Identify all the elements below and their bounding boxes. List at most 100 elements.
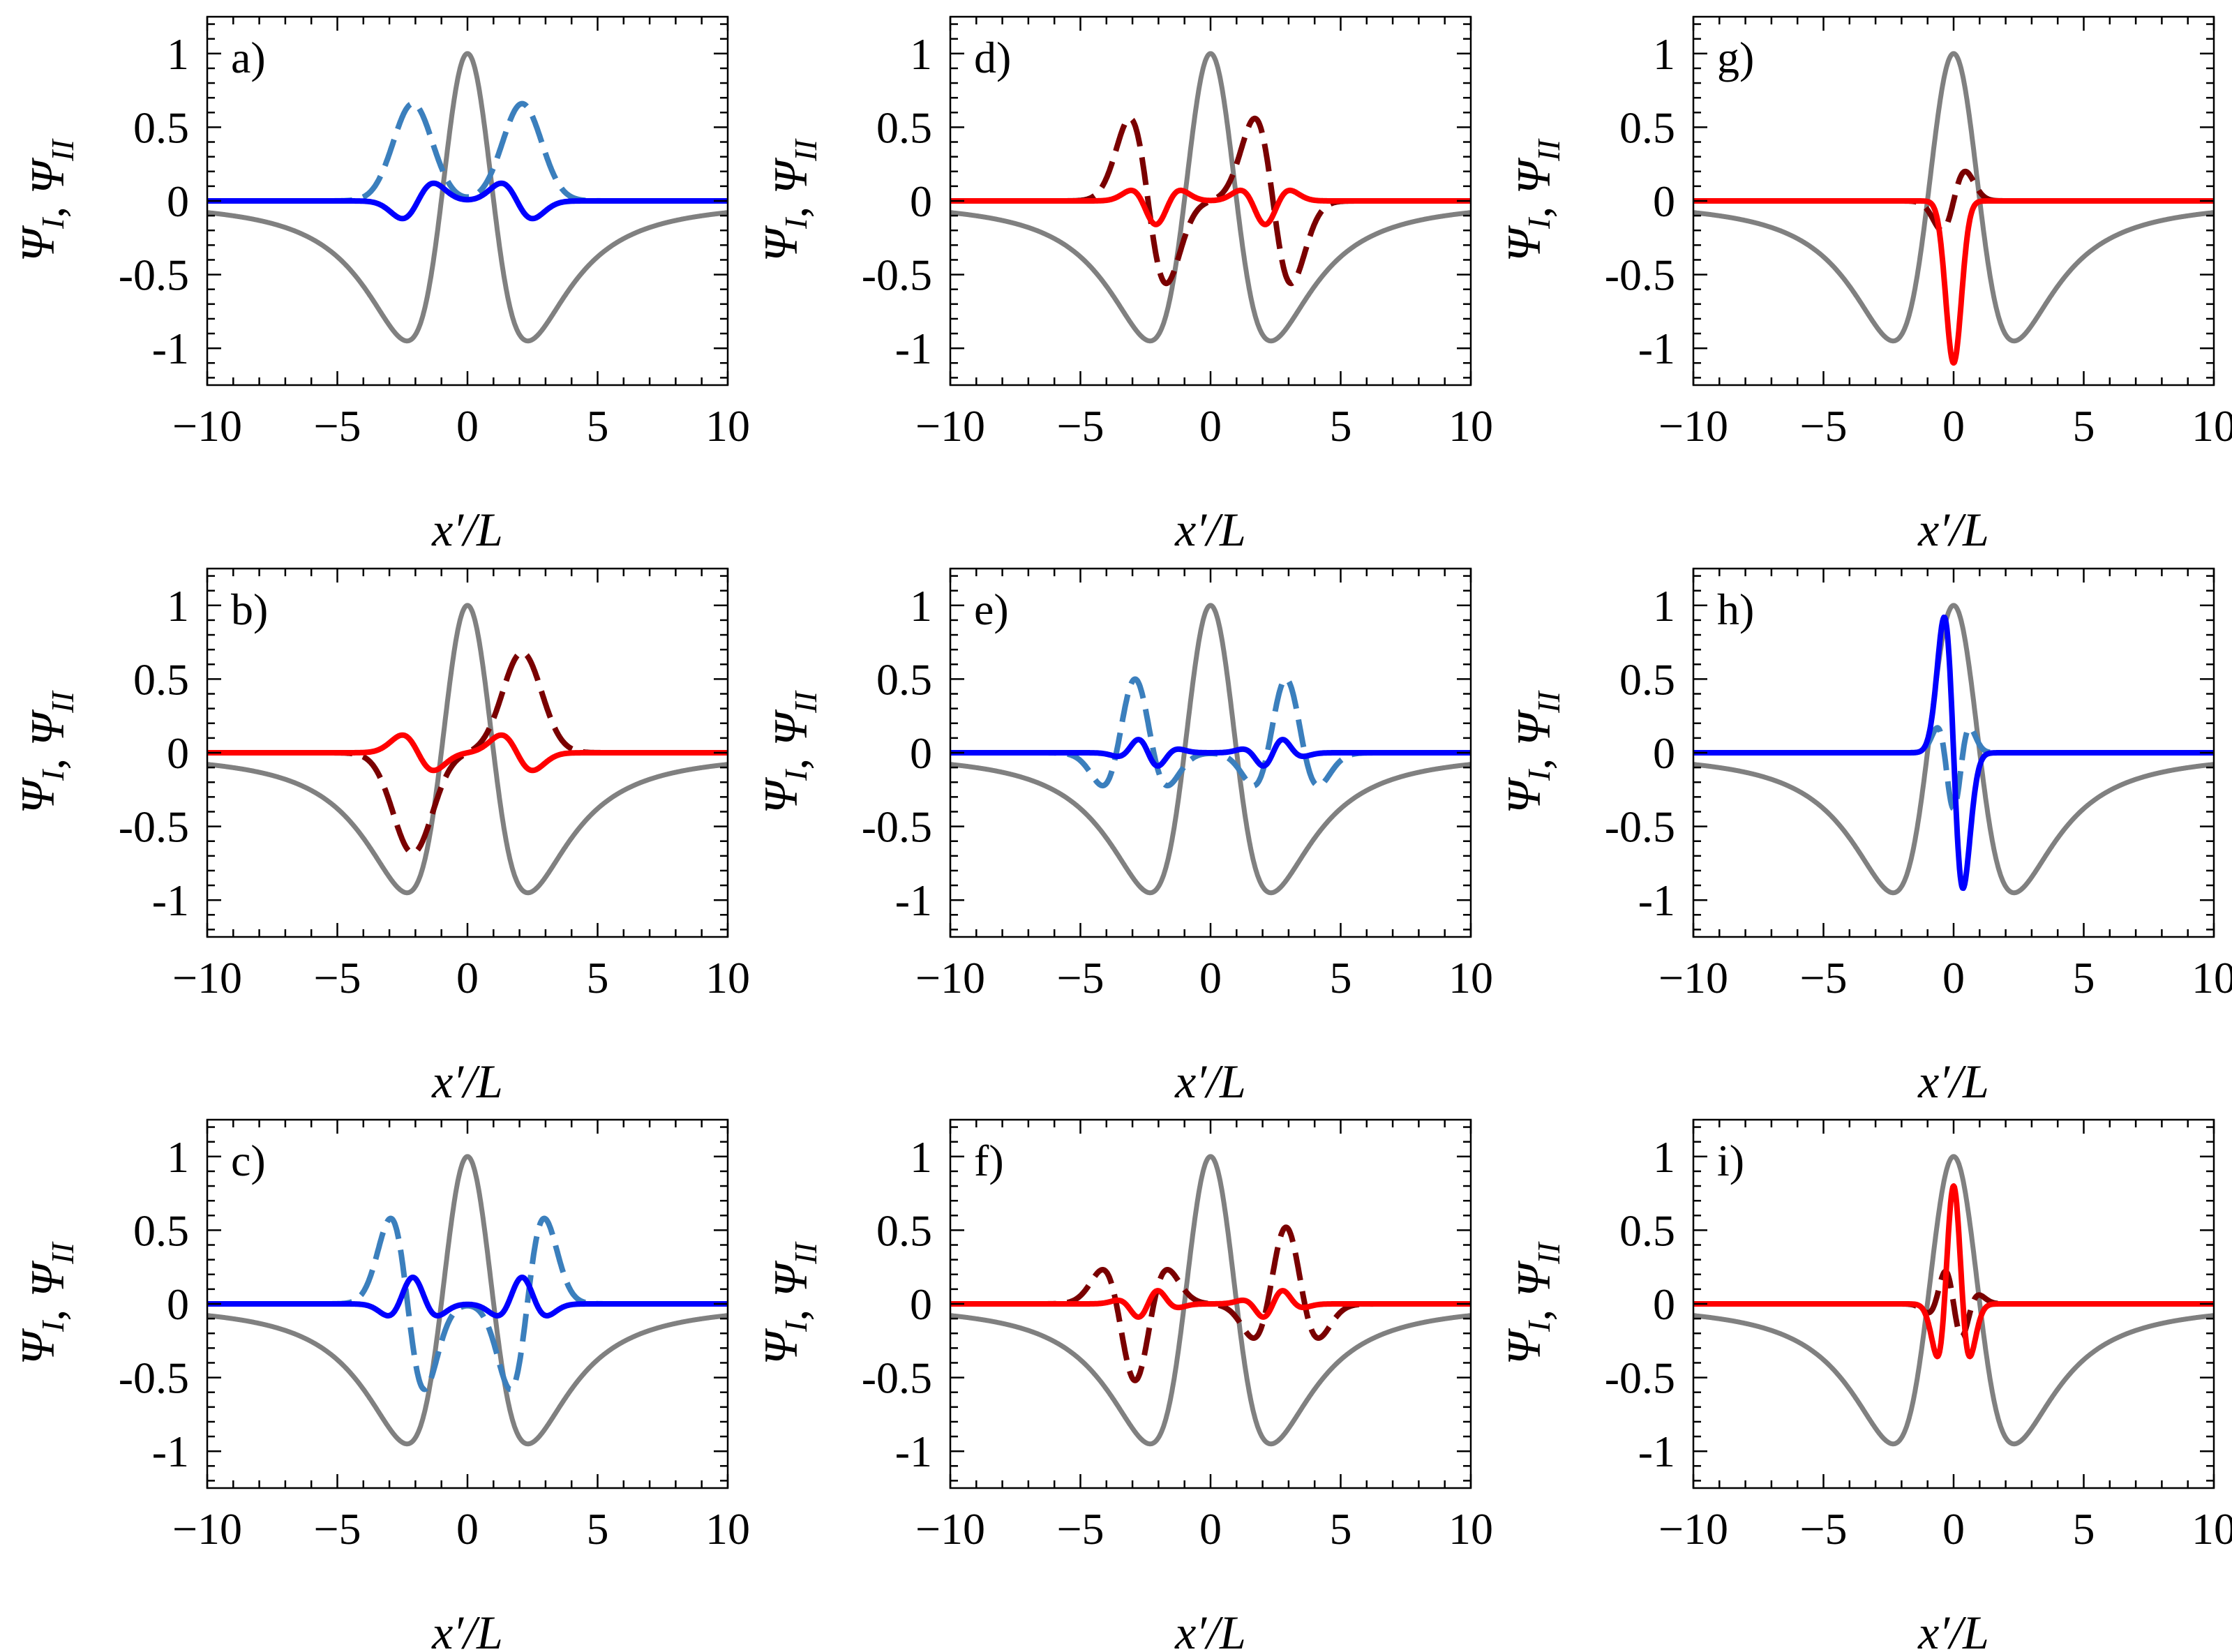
x-tick-label: −10 xyxy=(172,1504,242,1554)
panel-label: e) xyxy=(974,585,1009,634)
panel-b: −10 −5 0 5 10 1 0.5 0 -0.5 -1 b) x′/L ΨI, ΨII xyxy=(11,567,750,1108)
y-axis-label: ΨI, ΨII xyxy=(1497,1241,1566,1365)
panel-a: −10 −5 0 5 10 1 0.5 0 -0.5 -1 a) x′/L ΨI, ΨII xyxy=(11,15,750,556)
x-tick-label: −5 xyxy=(313,401,361,451)
x-tick-label: 10 xyxy=(705,1504,750,1554)
x-tick-label: 5 xyxy=(587,953,609,1003)
y-tick-label: 1 xyxy=(910,29,932,79)
x-tick-label: −5 xyxy=(313,953,361,1003)
x-tick-label: 0 xyxy=(1942,1504,1965,1554)
series-psi-ii-line xyxy=(950,676,1471,789)
y-tick-label: -1 xyxy=(152,324,189,373)
y-tick-label: -0.5 xyxy=(119,250,189,300)
y-axis-label: ΨI, ΨII xyxy=(11,1241,80,1365)
y-tick-label: -0.5 xyxy=(119,1353,189,1403)
panel-label: i) xyxy=(1717,1136,1744,1185)
y-tick-label: 0.5 xyxy=(1619,1206,1675,1255)
series-potential-line xyxy=(207,51,728,344)
y-tick-label: 0 xyxy=(167,177,189,226)
y-tick-label: 0 xyxy=(167,1279,189,1329)
y-tick-label: 0.5 xyxy=(1619,654,1675,704)
x-tick-label: 10 xyxy=(1448,401,1493,451)
y-tick-label: -0.5 xyxy=(119,802,189,852)
x-tick-label: −5 xyxy=(1799,401,1847,451)
y-tick-label: -1 xyxy=(895,324,932,373)
x-tick-label: −10 xyxy=(1658,1504,1728,1554)
y-tick-label: -1 xyxy=(1638,876,1675,925)
x-axis-label: x′/L xyxy=(1174,503,1246,556)
y-axis-label: ΨI, ΨII xyxy=(754,138,823,262)
y-tick-label: 0.5 xyxy=(133,654,189,704)
y-tick-label: 0.5 xyxy=(133,1206,189,1255)
y-tick-label: -1 xyxy=(152,876,189,925)
series-potential-line xyxy=(1693,51,2214,344)
x-tick-label: 5 xyxy=(1330,401,1352,451)
y-axis-label: ΨI, ΨII xyxy=(11,138,80,262)
series-potential-line xyxy=(1693,1154,2214,1447)
x-tick-label: 10 xyxy=(2192,1504,2232,1554)
y-tick-label: 0 xyxy=(1653,177,1675,226)
series-potential-line xyxy=(950,51,1471,344)
y-tick-label: -0.5 xyxy=(862,1353,932,1403)
y-tick-label: 0 xyxy=(1653,728,1675,778)
series-group xyxy=(950,603,1471,896)
series-psi-ii-line xyxy=(207,100,728,204)
y-tick-label: 0 xyxy=(167,728,189,778)
y-tick-label: 1 xyxy=(167,581,189,631)
panel-f: −10 −5 0 5 10 1 0.5 0 -0.5 -1 f) x′/L ΨI, ΨII xyxy=(754,1118,1493,1652)
x-tick-label: 0 xyxy=(456,953,479,1003)
y-axis-label: ΨI, ΨII xyxy=(754,1241,823,1365)
x-axis-label: x′/L xyxy=(431,503,503,556)
x-tick-label: 10 xyxy=(1448,953,1493,1003)
y-tick-label: 1 xyxy=(910,581,932,631)
series-psi-i-line xyxy=(1693,198,2214,366)
series-group xyxy=(1693,1154,2214,1447)
x-tick-label: −10 xyxy=(915,1504,985,1554)
y-tick-label: 1 xyxy=(1653,29,1675,79)
x-tick-label: 5 xyxy=(2073,401,2095,451)
x-tick-label: −5 xyxy=(1056,953,1104,1003)
x-axis-label: x′/L xyxy=(1917,1055,1989,1108)
x-tick-label: 0 xyxy=(1199,1504,1222,1554)
y-tick-label: -0.5 xyxy=(862,802,932,852)
series-psi-i-line xyxy=(1693,1183,2214,1360)
panel-e: −10 −5 0 5 10 1 0.5 0 -0.5 -1 e) x′/L ΨI, ΨII xyxy=(754,567,1493,1108)
y-tick-label: 0.5 xyxy=(876,103,932,152)
y-axis-label: ΨI, ΨII xyxy=(11,690,80,814)
y-tick-label: 0.5 xyxy=(1619,103,1675,152)
panel-label: a) xyxy=(231,33,266,82)
y-tick-label: -0.5 xyxy=(1605,250,1675,300)
series-group xyxy=(207,1154,728,1447)
x-tick-label: 10 xyxy=(2192,401,2232,451)
panel-label: f) xyxy=(974,1136,1004,1185)
panel-h: −10 −5 0 5 10 1 0.5 0 -0.5 -1 h) x′/L ΨI, ΨII xyxy=(1497,567,2232,1108)
x-axis-label: x′/L xyxy=(1174,1606,1246,1652)
x-tick-label: 5 xyxy=(1330,1504,1352,1554)
y-tick-label: 0.5 xyxy=(876,1206,932,1255)
x-tick-label: 10 xyxy=(705,953,750,1003)
y-tick-label: 0 xyxy=(910,728,932,778)
y-tick-label: 1 xyxy=(910,1132,932,1182)
panel-label: g) xyxy=(1717,33,1754,82)
y-tick-label: -0.5 xyxy=(1605,1353,1675,1403)
series-group xyxy=(207,603,728,896)
y-axis-label: ΨI, ΨII xyxy=(1497,138,1566,262)
y-tick-label: 1 xyxy=(167,29,189,79)
panel-d: −10 −5 0 5 10 1 0.5 0 -0.5 -1 d) x′/L ΨI, ΨII xyxy=(754,15,1493,556)
series-psi-i-line xyxy=(950,737,1471,769)
series-potential-line xyxy=(950,603,1471,896)
x-tick-label: −10 xyxy=(1658,401,1728,451)
panel-c: −10 −5 0 5 10 1 0.5 0 -0.5 -1 c) x′/L ΨI, ΨII xyxy=(11,1118,750,1652)
series-potential-line xyxy=(1693,603,2214,896)
y-axis-label: ΨI, ΨII xyxy=(1497,690,1566,814)
panel-label: b) xyxy=(231,585,268,634)
panel-label: d) xyxy=(974,33,1011,82)
x-tick-label: −10 xyxy=(172,401,242,451)
series-potential-line xyxy=(207,603,728,896)
x-axis-label: x′/L xyxy=(431,1606,503,1652)
panel-label: c) xyxy=(231,1136,266,1185)
x-tick-label: 0 xyxy=(1942,401,1965,451)
x-axis-label: x′/L xyxy=(1174,1055,1246,1108)
series-group xyxy=(950,1154,1471,1447)
x-tick-label: −10 xyxy=(172,953,242,1003)
